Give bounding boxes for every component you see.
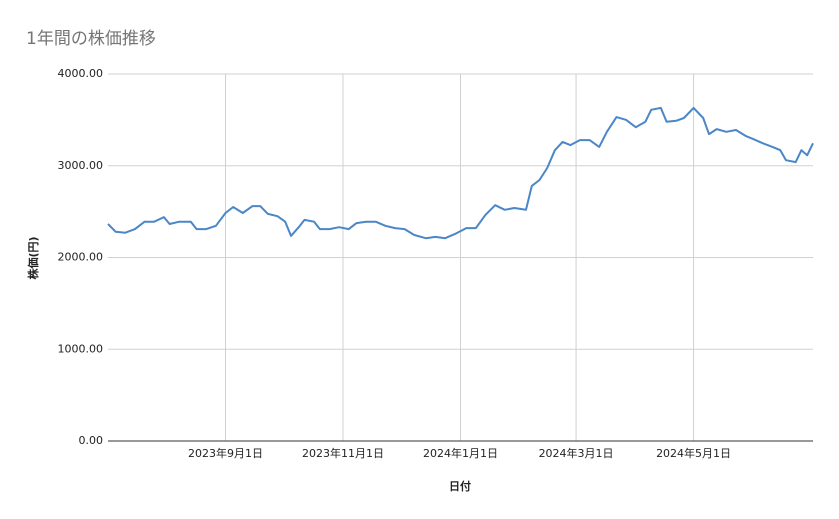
y-tick-label: 3000.00 [58, 159, 104, 172]
y-tick-label: 4000.00 [58, 67, 104, 80]
price-line [107, 106, 814, 240]
y-tick-label: 0.00 [79, 434, 104, 447]
x-tick-label: 2023年11月1日 [302, 446, 384, 460]
y-tick-label: 2000.00 [58, 251, 104, 264]
y-axis-title: 株価(円) [26, 236, 40, 279]
x-axis-title: 日付 [449, 479, 471, 493]
x-tick-label: 2024年1月1日 [423, 446, 498, 460]
y-tick-label: 1000.00 [58, 342, 104, 355]
x-tick-label: 2023年9月1日 [188, 446, 263, 460]
x-tick-label: 2024年3月1日 [539, 446, 614, 460]
x-tick-label: 2024年5月1日 [656, 446, 731, 460]
chart-title: 1年間の株価推移 [26, 29, 156, 49]
